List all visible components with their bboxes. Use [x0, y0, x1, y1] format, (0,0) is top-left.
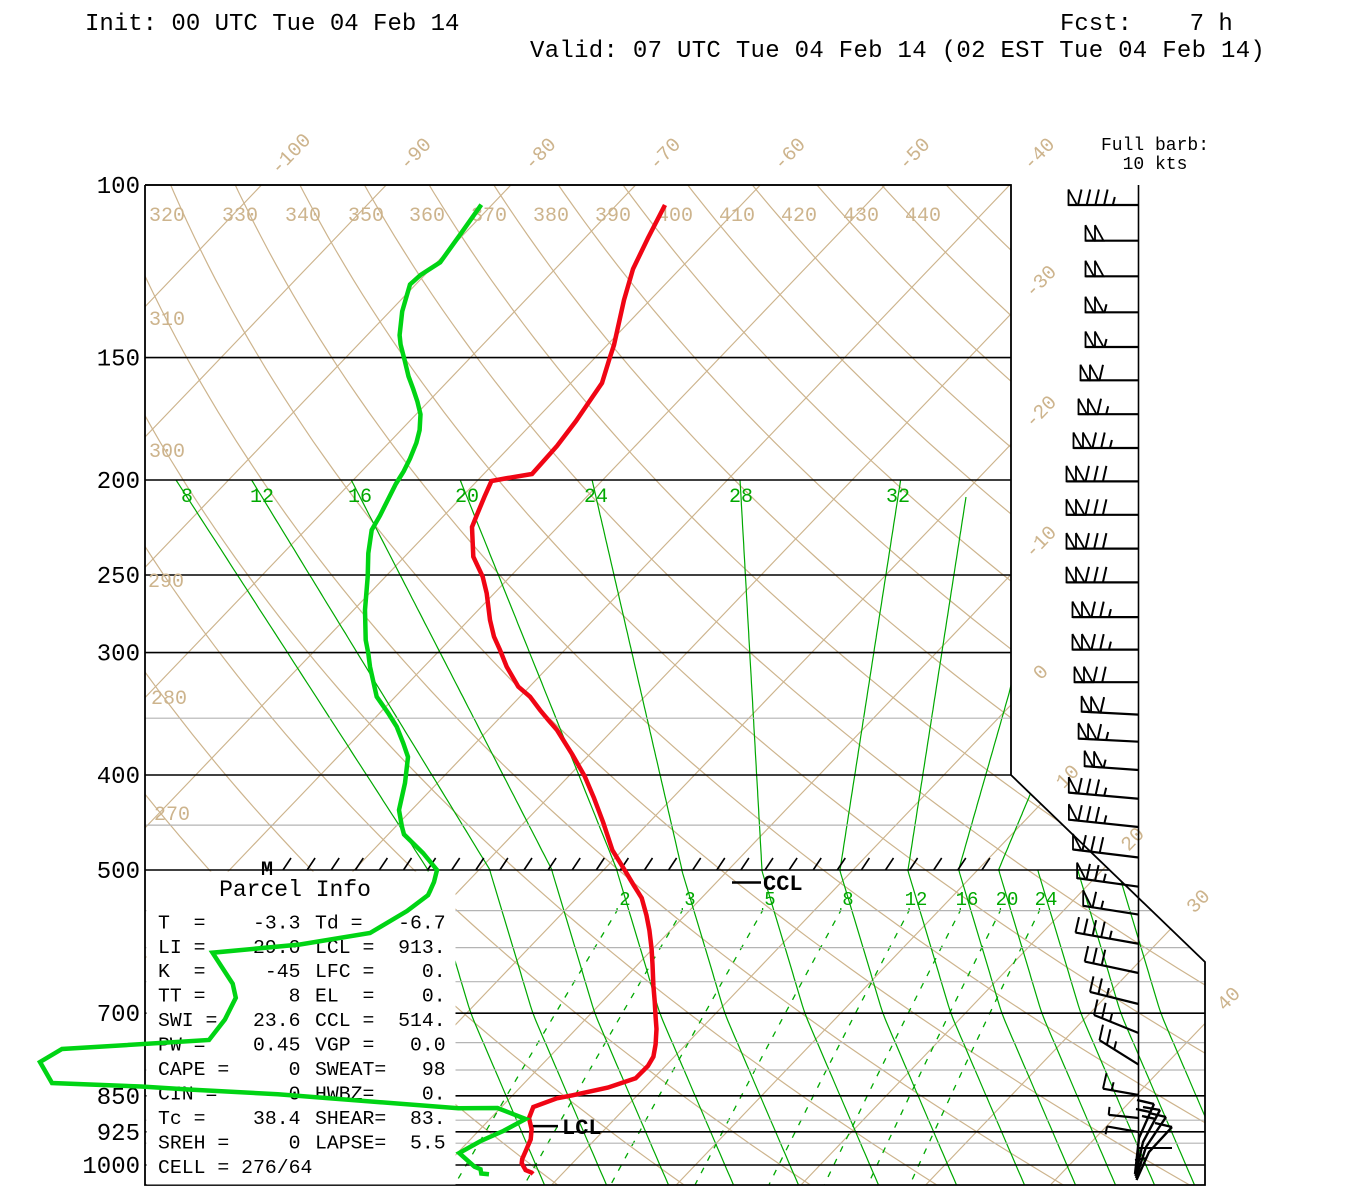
svg-text:LCL: LCL [562, 1116, 602, 1141]
svg-text:430: 430 [843, 205, 879, 228]
svg-text:420: 420 [781, 205, 817, 228]
svg-text:925: 925 [97, 1121, 140, 1148]
svg-text:350: 350 [348, 205, 384, 228]
svg-text:SHEAR= 83.: SHEAR= 83. [315, 1108, 446, 1130]
svg-text:PW = 0.45: PW = 0.45 [158, 1035, 300, 1057]
svg-text:20: 20 [455, 486, 479, 509]
svg-text:Fcst: 7 h: Fcst: 7 h [1060, 11, 1233, 38]
svg-text:SWEAT= 98: SWEAT= 98 [315, 1059, 446, 1081]
svg-text:LAPSE= 5.5: LAPSE= 5.5 [315, 1132, 446, 1154]
svg-text:8: 8 [181, 486, 193, 509]
svg-text:250: 250 [97, 564, 140, 591]
svg-text:5: 5 [764, 889, 775, 911]
svg-text:290: 290 [148, 571, 184, 594]
svg-text:M: M [261, 859, 273, 882]
svg-text:16: 16 [956, 889, 979, 911]
svg-text:Tc = 38.4: Tc = 38.4 [158, 1108, 300, 1130]
svg-text:370: 370 [471, 205, 507, 228]
svg-text:320: 320 [149, 205, 185, 228]
svg-text:TT = 8: TT = 8 [158, 986, 300, 1008]
svg-text:CCL: CCL [763, 872, 803, 897]
svg-text:CELL = 276/64: CELL = 276/64 [158, 1157, 312, 1179]
svg-text:Td = -6.7: Td = -6.7 [315, 912, 446, 934]
svg-text:3: 3 [684, 889, 695, 911]
svg-text:700: 700 [97, 1002, 140, 1029]
svg-text:Full barb:: Full barb: [1101, 136, 1209, 156]
svg-text:850: 850 [97, 1085, 140, 1112]
svg-text:24: 24 [584, 486, 608, 509]
svg-text:360: 360 [409, 205, 445, 228]
svg-text:150: 150 [97, 347, 140, 374]
svg-text:440: 440 [905, 205, 941, 228]
svg-text:2: 2 [619, 889, 630, 911]
svg-text:1000: 1000 [82, 1154, 140, 1181]
svg-text:270: 270 [154, 804, 190, 827]
svg-text:300: 300 [149, 441, 185, 464]
svg-text:24: 24 [1035, 889, 1058, 911]
svg-text:LFC = 0.: LFC = 0. [315, 961, 446, 983]
svg-text:310: 310 [149, 309, 185, 332]
svg-text:20: 20 [996, 889, 1019, 911]
svg-text:300: 300 [97, 642, 140, 669]
svg-text:500: 500 [97, 859, 140, 886]
svg-text:CAPE = 0: CAPE = 0 [158, 1059, 300, 1081]
svg-text:380: 380 [533, 205, 569, 228]
svg-text:SREH = 0: SREH = 0 [158, 1132, 300, 1154]
svg-text:28: 28 [729, 486, 753, 509]
svg-text:410: 410 [719, 205, 755, 228]
svg-text:CCL = 514.: CCL = 514. [315, 1010, 446, 1032]
svg-text:16: 16 [348, 486, 372, 509]
svg-text:T = -3.3: T = -3.3 [158, 912, 300, 934]
svg-text:340: 340 [285, 205, 321, 228]
svg-text:8: 8 [842, 889, 853, 911]
svg-text:390: 390 [595, 205, 631, 228]
svg-text:280: 280 [151, 688, 187, 711]
svg-text:12: 12 [250, 486, 274, 509]
svg-text:VGP = 0.0: VGP = 0.0 [315, 1035, 446, 1057]
svg-text:100: 100 [97, 174, 140, 201]
svg-text:Init: 00 UTC Tue 04 Feb 14: Init: 00 UTC Tue 04 Feb 14 [85, 11, 459, 38]
svg-text:200: 200 [97, 469, 140, 496]
svg-text:330: 330 [222, 205, 258, 228]
svg-text:12: 12 [905, 889, 928, 911]
svg-text:K = -45: K = -45 [158, 961, 300, 983]
svg-text:SWI = 23.6: SWI = 23.6 [158, 1010, 300, 1032]
svg-text:EL = 0.: EL = 0. [315, 986, 446, 1008]
svg-text:10 kts: 10 kts [1123, 155, 1188, 175]
svg-text:LCL = 913.: LCL = 913. [315, 937, 446, 959]
svg-text:400: 400 [657, 205, 693, 228]
svg-text:Parcel Info: Parcel Info [219, 877, 371, 903]
svg-text:Valid: 07 UTC Tue 04 Feb 14 (0: Valid: 07 UTC Tue 04 Feb 14 (02 EST Tue … [530, 38, 1265, 65]
svg-text:400: 400 [97, 764, 140, 791]
svg-text:LI = 29.0: LI = 29.0 [158, 937, 300, 959]
svg-text:32: 32 [886, 486, 910, 509]
